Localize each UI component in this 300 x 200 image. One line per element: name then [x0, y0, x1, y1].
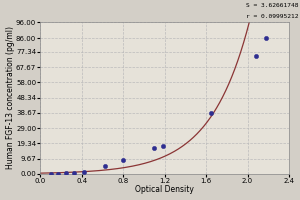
- Point: [64, 172, 69, 175]
- Point: [254, 54, 258, 57]
- Text: S = 3.62661748: S = 3.62661748: [246, 3, 298, 8]
- Point: [56, 172, 60, 175]
- Point: [48, 172, 53, 175]
- Point: [71, 172, 76, 175]
- Point: [121, 158, 126, 161]
- Point: [209, 112, 214, 115]
- Point: [152, 146, 157, 149]
- Text: r = 0.09995212: r = 0.09995212: [246, 14, 298, 19]
- Y-axis label: Human FGF-13 concentration (pg/ml): Human FGF-13 concentration (pg/ml): [6, 26, 15, 169]
- Point: [82, 170, 86, 173]
- Point: [264, 37, 268, 40]
- Point: [160, 144, 165, 147]
- X-axis label: Optical Density: Optical Density: [135, 185, 194, 194]
- Point: [102, 164, 107, 168]
